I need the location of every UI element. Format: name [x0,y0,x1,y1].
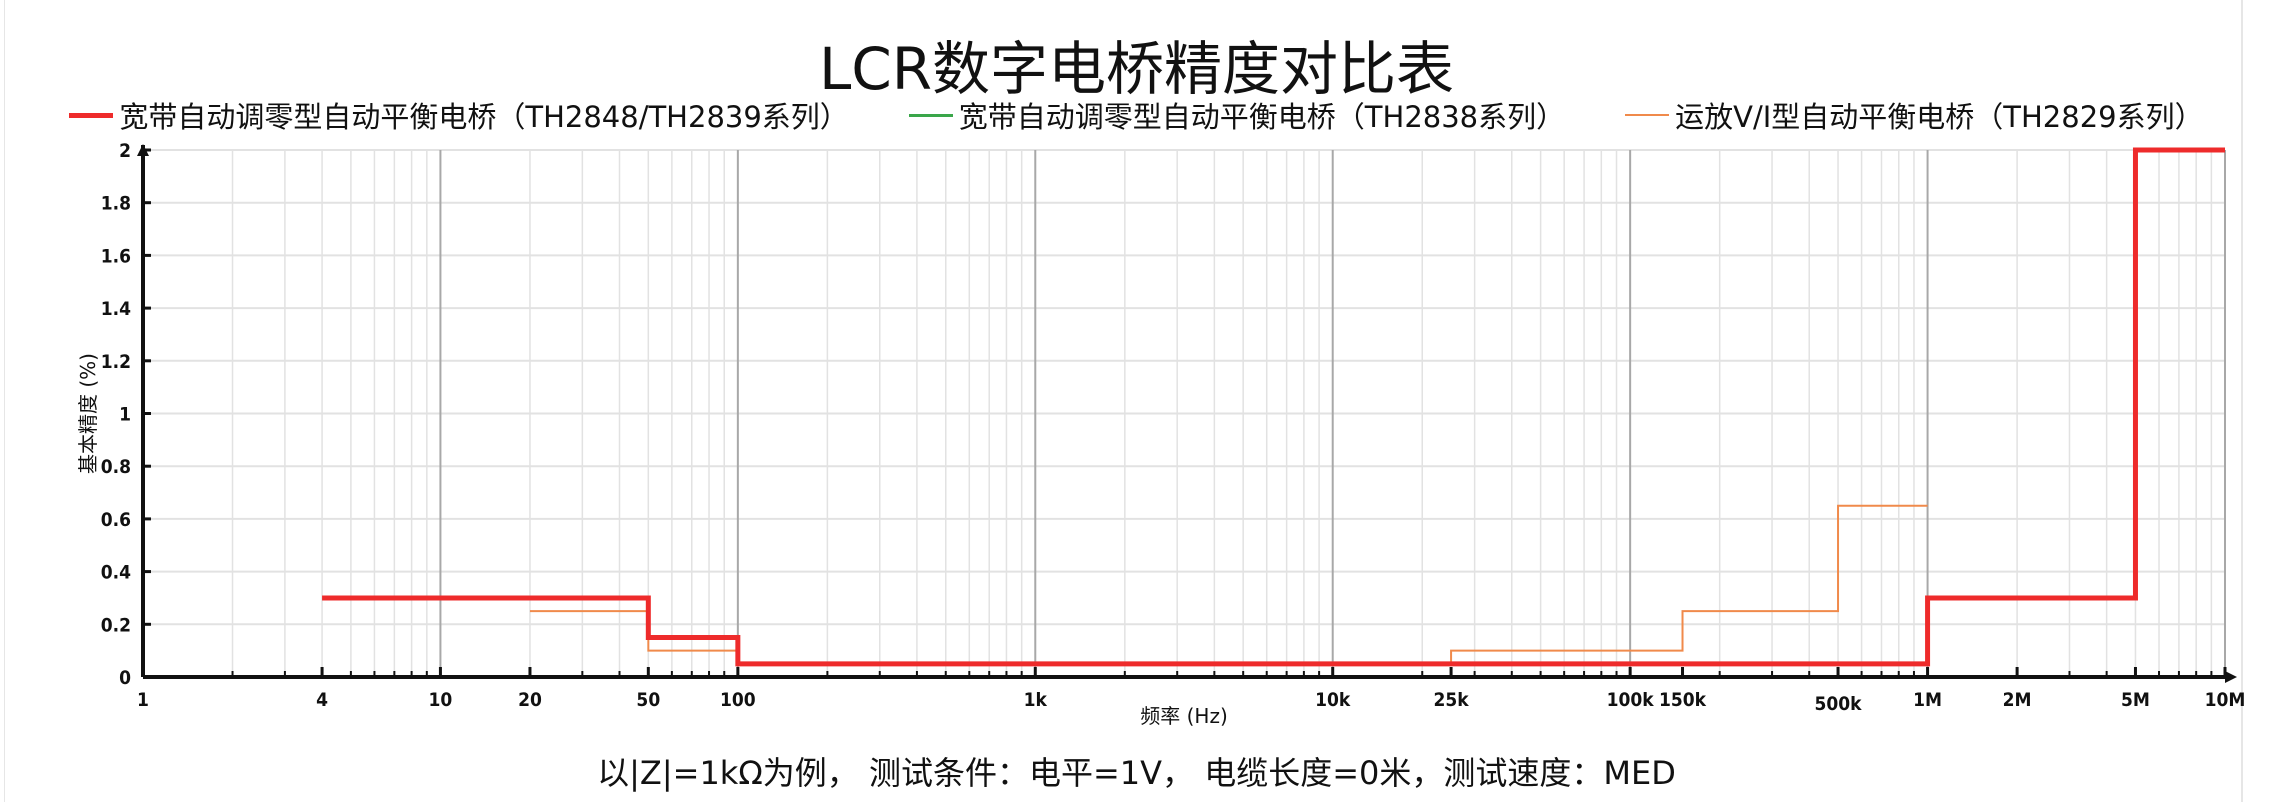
legend-item-th2848[interactable]: 宽带自动调零型自动平衡电桥（TH2848/TH2839系列） [69,94,849,136]
y-axis-label: 基本精度 (%) [76,353,100,474]
y-tick-label: 2 [119,140,131,162]
x-tick-label: 10k [1315,689,1351,711]
x-tick-label: 2M [2003,689,2032,711]
y-tick-label: 1.6 [101,245,131,267]
x-tick-label: 20 [518,689,542,711]
x-tick-label: 10M [2205,689,2246,711]
y-tick-label: 1 [119,404,131,426]
legend-swatch [69,112,114,118]
legend-label: 宽带自动调零型自动平衡电桥（TH2848/TH2839系列） [119,100,849,134]
x-tick-label: 50 [636,689,660,711]
x-tick-label: 100 [720,689,756,711]
x-tick-label: 4 [316,689,328,711]
x-tick-label: 1M [1913,689,1942,711]
x-tick-label: 1k [1024,689,1048,711]
y-tick-label: 0.6 [101,509,131,531]
x-tick-label: 5M [2121,689,2150,711]
legend-label: 运放V/I型自动平衡电桥（TH2829系列） [1675,100,2204,134]
legend: 宽带自动调零型自动平衡电桥（TH2848/TH2839系列） 宽带自动调零型自动… [0,94,2273,136]
chart-subtitle: 以|Z|=1kΩ为例， 测试条件：电平=1V， 电缆长度=0米，测试速度：MED [597,754,1676,792]
x-axis-label: 频率 (Hz) [1140,704,1228,728]
x-tick-label: 1 [137,689,149,711]
chart-title: LCR数字电桥精度对比表 [818,35,1455,103]
legend-item-th2838[interactable]: 宽带自动调零型自动平衡电桥（TH2838系列） [908,94,1566,136]
x-axis-arrow [2225,671,2237,683]
x-tick-label: 500k [1815,693,1863,715]
legend-swatch [908,113,953,117]
series-line-0 [322,147,2225,667]
y-axis-arrow [137,144,149,156]
y-tick-label: 0.8 [101,456,131,478]
legend-swatch [1625,114,1670,116]
y-tick-label: 1.8 [101,193,131,215]
chart-frame [4,0,2243,802]
y-tick-label: 0 [119,667,131,689]
y-tick-label: 1.2 [101,351,131,373]
y-tick-label: 0.4 [101,562,131,584]
x-tick-label: 100k [1607,689,1655,711]
legend-item-th2829[interactable]: 运放V/I型自动平衡电桥（TH2829系列） [1625,94,2204,136]
x-tick-label: 150k [1659,689,1707,711]
legend-label: 宽带自动调零型自动平衡电桥（TH2838系列） [958,100,1566,134]
y-tick-label: 1.4 [101,298,131,320]
x-tick-label: 10 [429,689,453,711]
series-line-2 [529,504,1928,665]
series-line-1 [529,595,2018,666]
x-tick-label: 25k [1433,689,1469,711]
y-tick-label: 0.2 [101,614,131,636]
